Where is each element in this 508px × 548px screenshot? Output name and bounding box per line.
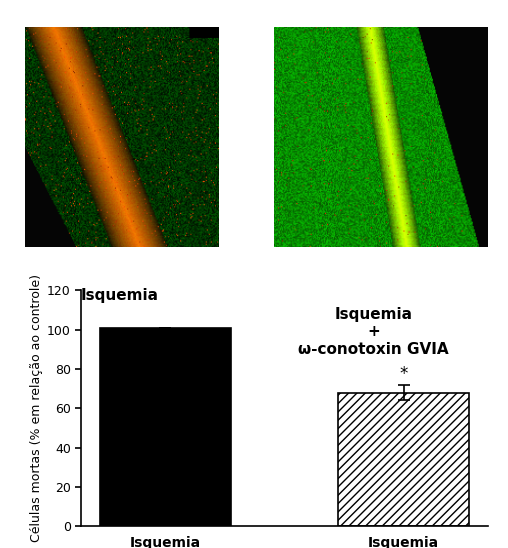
Text: Isquemia: Isquemia: [80, 288, 158, 302]
Y-axis label: Células mortas (% em relação ao controle): Células mortas (% em relação ao controle…: [30, 274, 43, 543]
Text: Isquemia
+
ω-conotoxin GVIA: Isquemia + ω-conotoxin GVIA: [298, 307, 449, 357]
Text: *: *: [399, 365, 408, 383]
Bar: [338, 392, 469, 526]
Bar: [100, 328, 231, 526]
